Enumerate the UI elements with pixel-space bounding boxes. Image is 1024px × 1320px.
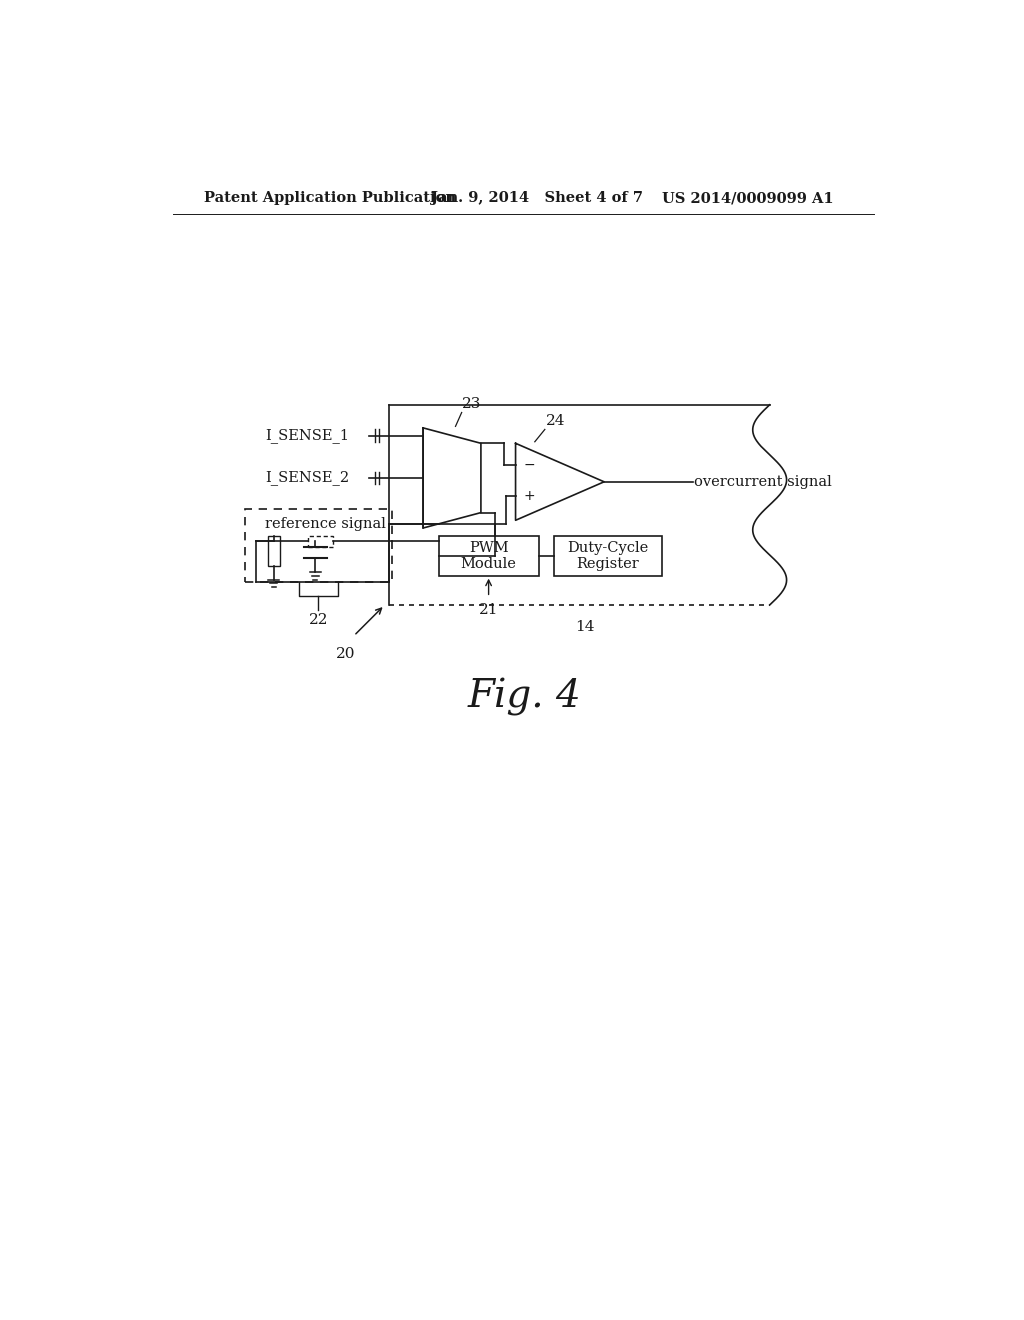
Bar: [554, 536, 662, 576]
Text: 21: 21: [479, 603, 499, 616]
Text: 20: 20: [337, 647, 356, 661]
Text: 23: 23: [462, 397, 481, 411]
Text: 14: 14: [575, 620, 595, 635]
Text: I_SENSE_2: I_SENSE_2: [265, 470, 349, 486]
Bar: [308, 536, 333, 546]
Text: 24: 24: [547, 414, 566, 428]
Text: Fig. 4: Fig. 4: [468, 678, 582, 717]
Text: Jan. 9, 2014   Sheet 4 of 7: Jan. 9, 2014 Sheet 4 of 7: [431, 191, 643, 206]
Text: overcurrent signal: overcurrent signal: [694, 475, 831, 488]
Text: Duty-Cycle
Register: Duty-Cycle Register: [567, 541, 648, 570]
Bar: [245, 508, 392, 582]
Text: 22: 22: [308, 612, 328, 627]
Bar: [438, 536, 539, 576]
Text: +: +: [523, 488, 536, 503]
Text: I_SENSE_1: I_SENSE_1: [265, 428, 349, 444]
Text: PWM
Module: PWM Module: [461, 541, 516, 570]
Text: Patent Application Publication: Patent Application Publication: [204, 191, 456, 206]
Bar: [267, 536, 280, 566]
Text: reference signal: reference signal: [265, 517, 386, 531]
Text: US 2014/0009099 A1: US 2014/0009099 A1: [662, 191, 834, 206]
Text: −: −: [523, 458, 536, 471]
